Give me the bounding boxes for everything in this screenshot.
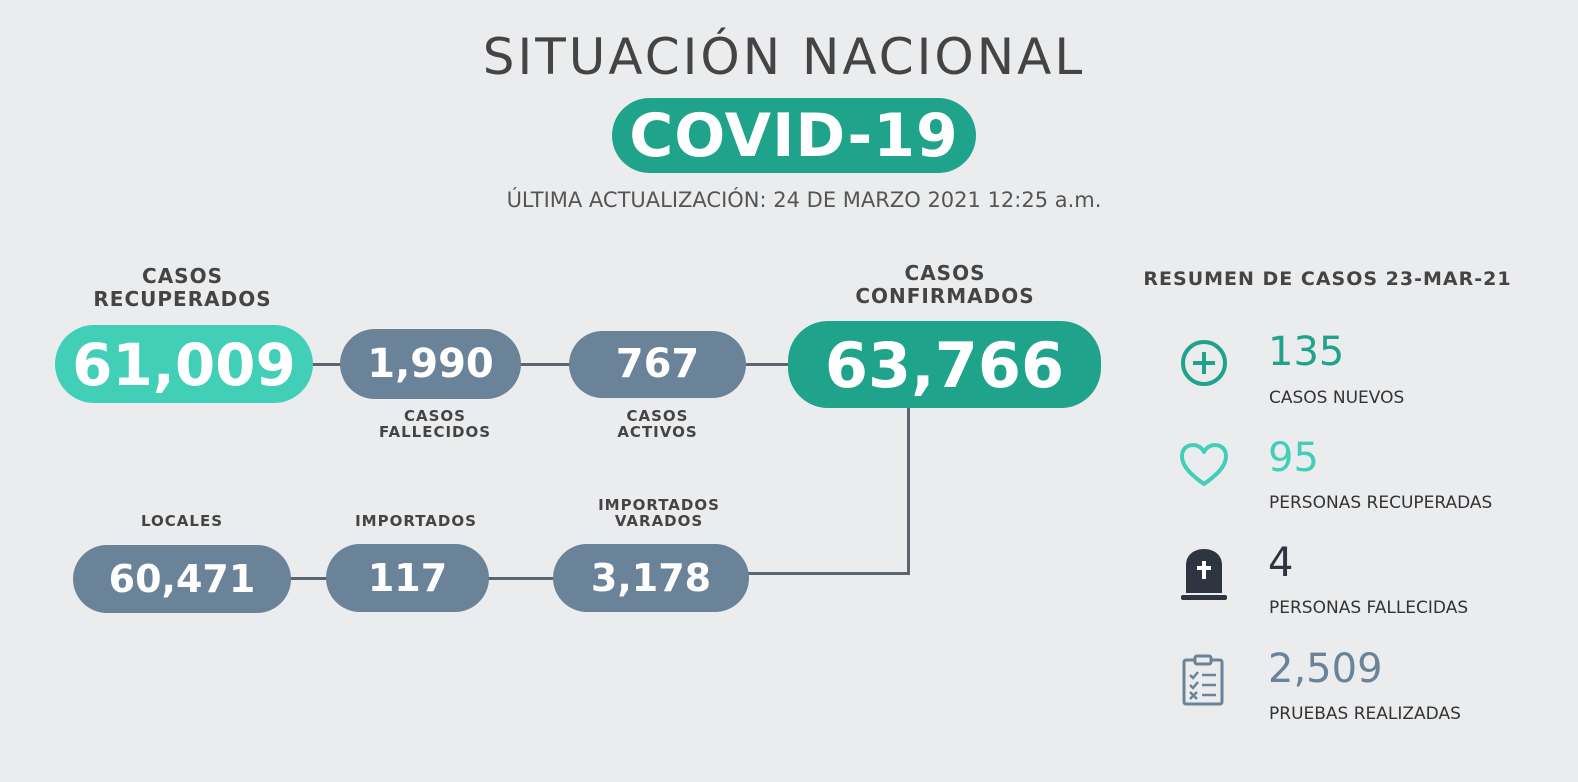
personas-fallecidas-label: PERSONAS FALLECIDAS [1269, 598, 1469, 618]
connector-line [907, 405, 910, 575]
covid-badge: COVID-19 [612, 98, 976, 173]
locales-label: LOCALES [141, 512, 223, 530]
varados-value: 3,178 [553, 544, 749, 612]
activos-value: 767 [569, 331, 746, 398]
clipboard-checklist-icon [1182, 654, 1224, 706]
heart-icon [1180, 443, 1228, 486]
personas-recuperadas-value: 95 [1268, 435, 1319, 481]
last-updated: ÚLTIMA ACTUALIZACIÓN: 24 DE MARZO 2021 1… [506, 188, 1102, 212]
activos-label-line2: ACTIVOS [617, 423, 698, 441]
pruebas-realizadas-label: PRUEBAS REALIZADAS [1269, 704, 1461, 724]
fallecidos-label: CASOS FALLECIDOS [340, 408, 530, 440]
recuperados-label-line1: CASOS [142, 264, 223, 288]
recuperados-label-line2: RECUPERADOS [93, 287, 272, 311]
confirmados-label-line1: CASOS [904, 261, 986, 285]
fallecidos-value: 1,990 [340, 329, 521, 399]
personas-fallecidas-value: 4 [1268, 540, 1294, 586]
importados-value: 117 [326, 544, 489, 612]
casos-nuevos-value: 135 [1268, 329, 1345, 375]
confirmados-label-line2: CONFIRMADOS [855, 284, 1035, 308]
locales-value: 60,471 [73, 545, 291, 613]
recuperados-label: CASOS RECUPERADOS [60, 265, 305, 311]
recuperados-value: 61,009 [55, 325, 313, 403]
connector-line [300, 363, 800, 366]
activos-label-line1: CASOS [626, 407, 689, 425]
summary-title: RESUMEN DE CASOS 23-MAR-21 [1143, 268, 1512, 290]
varados-label: IMPORTADOS VARADOS [553, 497, 765, 529]
varados-label-line2: VARADOS [614, 512, 704, 530]
confirmados-value: 63,766 [788, 321, 1101, 408]
casos-nuevos-label: CASOS NUEVOS [1269, 388, 1405, 408]
pruebas-realizadas-value: 2,509 [1268, 646, 1383, 692]
page-title: SITUACIÓN NACIONAL [482, 28, 1086, 86]
varados-label-line1: IMPORTADOS [598, 496, 720, 514]
fallecidos-label-line2: FALLECIDOS [378, 423, 492, 441]
tombstone-icon [1181, 549, 1227, 600]
importados-label: IMPORTADOS [355, 512, 477, 530]
fallecidos-label-line1: CASOS [404, 407, 466, 425]
confirmados-label: CASOS CONFIRMADOS [795, 262, 1095, 308]
activos-label: CASOS ACTIVOS [569, 408, 746, 440]
connector-line [745, 572, 910, 575]
personas-recuperadas-label: PERSONAS RECUPERADAS [1269, 493, 1493, 513]
plus-circle-icon [1181, 340, 1227, 386]
